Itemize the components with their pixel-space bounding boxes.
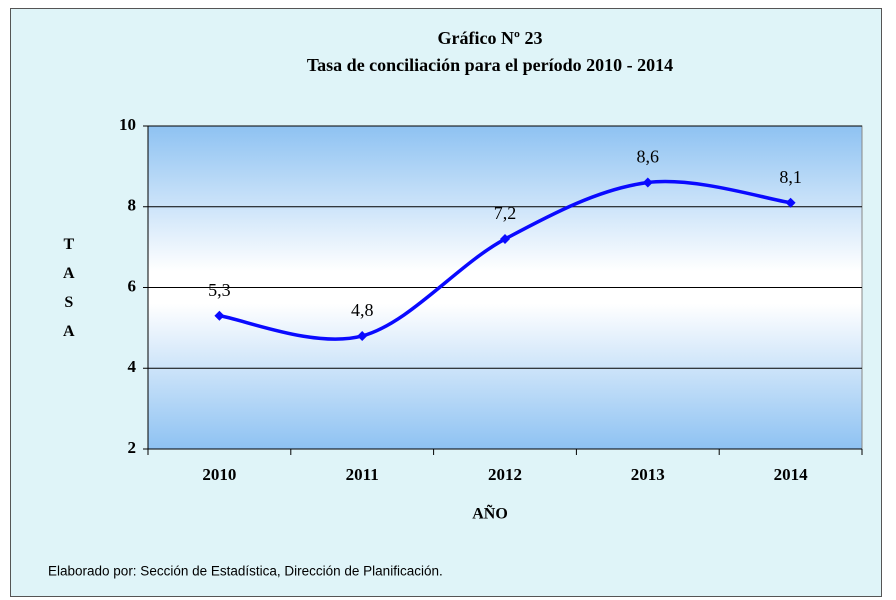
data-point — [357, 330, 368, 341]
x-tick-label: 2014 — [774, 465, 809, 484]
y-tick-label: 10 — [119, 115, 136, 134]
x-tick-label: 2013 — [631, 465, 665, 484]
data-point — [500, 234, 510, 245]
y-tick-label: 8 — [128, 196, 137, 215]
data-point — [785, 197, 796, 208]
x-axis-label: AÑO — [472, 504, 508, 523]
y-tick-label: 4 — [128, 357, 137, 376]
data-label: 4,8 — [351, 300, 374, 320]
x-tick-label: 2011 — [346, 465, 379, 484]
source-note: Elaborado por: Sección de Estadística, D… — [48, 564, 443, 579]
chart-subtitle: Tasa de conciliación para el período 201… — [307, 55, 673, 75]
chart-title: Gráfico Nº 23 — [438, 28, 543, 48]
data-label: 8,6 — [637, 147, 660, 167]
y-axis-label: TASA — [60, 236, 77, 352]
x-tick-label: 2010 — [202, 465, 236, 484]
y-tick-label: 2 — [128, 438, 137, 457]
x-tick-label: 2012 — [488, 465, 522, 484]
data-point — [214, 310, 225, 321]
data-point — [642, 177, 653, 188]
data-label: 8,1 — [779, 167, 802, 187]
data-label: 5,3 — [208, 280, 231, 300]
y-tick-label: 6 — [128, 276, 137, 295]
data-label: 7,2 — [494, 203, 517, 223]
